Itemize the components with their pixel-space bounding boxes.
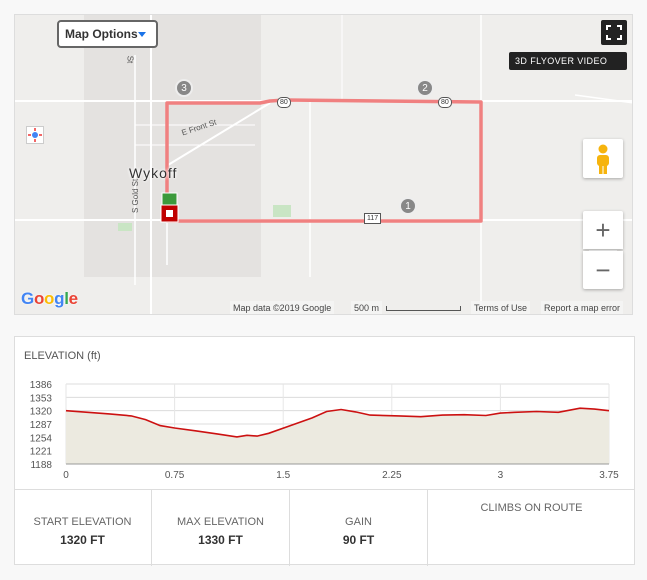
waypoint-3[interactable]: 3: [175, 79, 193, 97]
road-label-north-st: St: [125, 55, 135, 64]
elevation-chart[interactable]: 1188 1221 1254 1287 1320 1353 1386 0 0.75 1.5 2.25…: [15, 337, 634, 487]
x-tick-label: 0.75: [165, 470, 185, 481]
report-map-error-link[interactable]: Report a map error: [541, 301, 624, 314]
waypoint-2[interactable]: 2: [416, 79, 434, 97]
stat-label: GAIN: [345, 516, 372, 528]
stat-value: 1330 FT: [198, 533, 243, 547]
map-options-label: Map Options: [65, 27, 138, 41]
scale-label[interactable]: 500 m: [351, 301, 383, 314]
stat-max-elevation: MAX ELEVATION 1330 FT: [152, 490, 290, 566]
fullscreen-icon: [606, 25, 622, 40]
x-tick-label: 3: [498, 470, 504, 481]
stat-gain: GAIN 90 FT: [290, 490, 428, 566]
y-tick-label: 1353: [30, 393, 53, 404]
highway-shield-117: 117: [364, 213, 382, 224]
terms-of-use-link[interactable]: Terms of Use: [471, 301, 531, 314]
stat-climbs-on-route[interactable]: CLIMBS ON ROUTE: [428, 490, 635, 566]
highway-shield-80-west: 80: [277, 97, 291, 108]
highway-shield-80-east: 80: [438, 97, 452, 108]
x-tick-label: 0: [63, 470, 69, 481]
elevation-area: [66, 408, 609, 464]
caret-down-icon: [138, 32, 146, 37]
map-data-attribution[interactable]: Map data ©2019 Google: [230, 301, 335, 314]
fullscreen-button[interactable]: [601, 20, 627, 45]
compass-icon[interactable]: [26, 126, 44, 144]
town-label: Wykoff: [129, 165, 178, 181]
x-tick-label: 2.25: [382, 470, 402, 481]
flyover-video-label: 3D FLYOVER VIDEO: [515, 56, 608, 66]
stat-value: 90 FT: [342, 533, 375, 547]
y-tick-label: 1320: [30, 407, 53, 418]
y-tick-label: 1287: [30, 420, 53, 431]
google-logo[interactable]: Google: [21, 289, 78, 308]
x-tick-label: 3.75: [599, 470, 619, 481]
y-tick-label: 1254: [30, 433, 53, 444]
x-tick-label: 1.5: [276, 470, 290, 481]
elevation-title: ELEVATION (ft): [24, 350, 101, 362]
pegman-icon: [597, 144, 609, 174]
y-tick-label: 1188: [30, 460, 52, 471]
stat-label: CLIMBS ON ROUTE: [480, 502, 583, 514]
zoom-in-button[interactable]: +: [583, 211, 623, 249]
elevation-panel: ELEVATION (ft) 1188 1221 1254 1287 1320 1353 1…: [14, 336, 635, 566]
start-marker: [161, 192, 178, 207]
y-tick-label: 1221: [30, 447, 53, 458]
road-label-gold-st: S Gold St: [131, 178, 140, 213]
stat-start-elevation: START ELEVATION 1320 FT: [14, 490, 152, 566]
y-tick-label: 1386: [30, 380, 53, 391]
stat-label: START ELEVATION: [33, 516, 132, 528]
waypoint-1[interactable]: 1: [399, 197, 417, 215]
stat-label: MAX ELEVATION: [176, 516, 264, 528]
zoom-divider: [589, 250, 617, 251]
map-options-button[interactable]: Map Options: [57, 20, 158, 48]
stat-value: 1320 FT: [60, 533, 105, 547]
scale-bar: [386, 306, 461, 311]
zoom-out-button[interactable]: −: [583, 251, 623, 289]
elevation-line: [65, 407, 610, 438]
flyover-video-button[interactable]: 3D FLYOVER VIDEO: [509, 52, 627, 70]
street-view-pegman-button[interactable]: [583, 139, 623, 178]
elevation-stats: START ELEVATION 1320 FT MAX ELEVATION 13…: [14, 489, 635, 566]
route-map[interactable]: E Front St S Gold St St 80 80 117 1 2 3 …: [14, 14, 633, 315]
